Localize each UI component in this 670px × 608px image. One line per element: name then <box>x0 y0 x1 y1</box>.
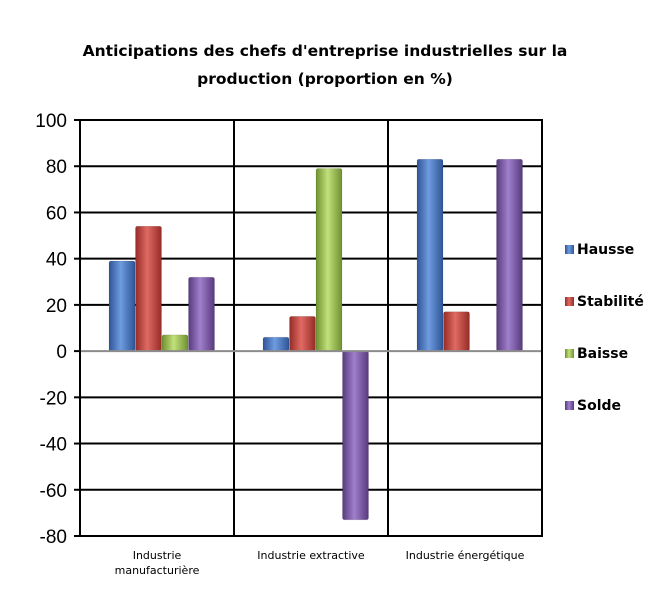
bar-baisse-1 <box>315 168 343 352</box>
y-tick-label: 100 <box>35 111 67 132</box>
bar-hausse-2 <box>416 159 444 352</box>
bar-hausse-1 <box>262 336 290 352</box>
y-tick-label: -20 <box>40 388 67 409</box>
legend-label-stabilité: Stabilité <box>577 294 644 310</box>
y-tick-label: -60 <box>40 481 67 502</box>
legend-swatch-hausse <box>565 245 574 254</box>
bar-baisse-0 <box>161 334 189 352</box>
x-axis-category-labels: Industrie manufacturière Industrie extract… <box>115 549 525 577</box>
bar-stabilité-2 <box>443 311 470 352</box>
chart-title-line-2: production (proportion en %) <box>197 70 453 88</box>
legend-swatch-stabilité <box>565 297 574 306</box>
y-tick-label: 0 <box>56 342 67 363</box>
legend-label-solde: Solde <box>577 398 621 414</box>
y-tick-label: -80 <box>40 527 67 548</box>
chart-title-line-1: Anticipations des chefs d'entreprise ind… <box>83 42 568 60</box>
y-tick-label: 40 <box>46 250 67 271</box>
legend-label-baisse: Baisse <box>577 346 628 362</box>
y-axis-tick-labels: 100 80 60 40 20 0 -20 -40 -60 -80 <box>35 111 67 548</box>
x-category-label: Industrie énergétique <box>406 549 525 562</box>
axes <box>74 119 543 537</box>
bar-stabilité-1 <box>289 316 316 352</box>
bar-stabilité-0 <box>135 226 162 352</box>
y-tick-label: -40 <box>40 435 67 456</box>
y-tick-label: 60 <box>46 203 67 224</box>
y-tick-label: 20 <box>46 296 67 317</box>
legend-label-hausse: Hausse <box>577 242 634 258</box>
bar-solde-2 <box>496 159 523 352</box>
plot-frame <box>79 119 543 537</box>
x-category-label: Industrie manufacturière <box>115 549 200 577</box>
legend: Hausse Stabilité Baisse Solde <box>565 242 644 414</box>
bar-hausse-0 <box>108 260 136 352</box>
legend-swatch-baisse <box>565 349 574 358</box>
x-category-label: Industrie extractive <box>257 549 365 562</box>
chart-title: Anticipations des chefs d'entreprise ind… <box>83 42 568 88</box>
y-tick-label: 80 <box>46 157 67 178</box>
legend-swatch-solde <box>565 401 574 410</box>
bar-solde-0 <box>188 276 215 352</box>
bar-solde-1 <box>342 350 369 521</box>
